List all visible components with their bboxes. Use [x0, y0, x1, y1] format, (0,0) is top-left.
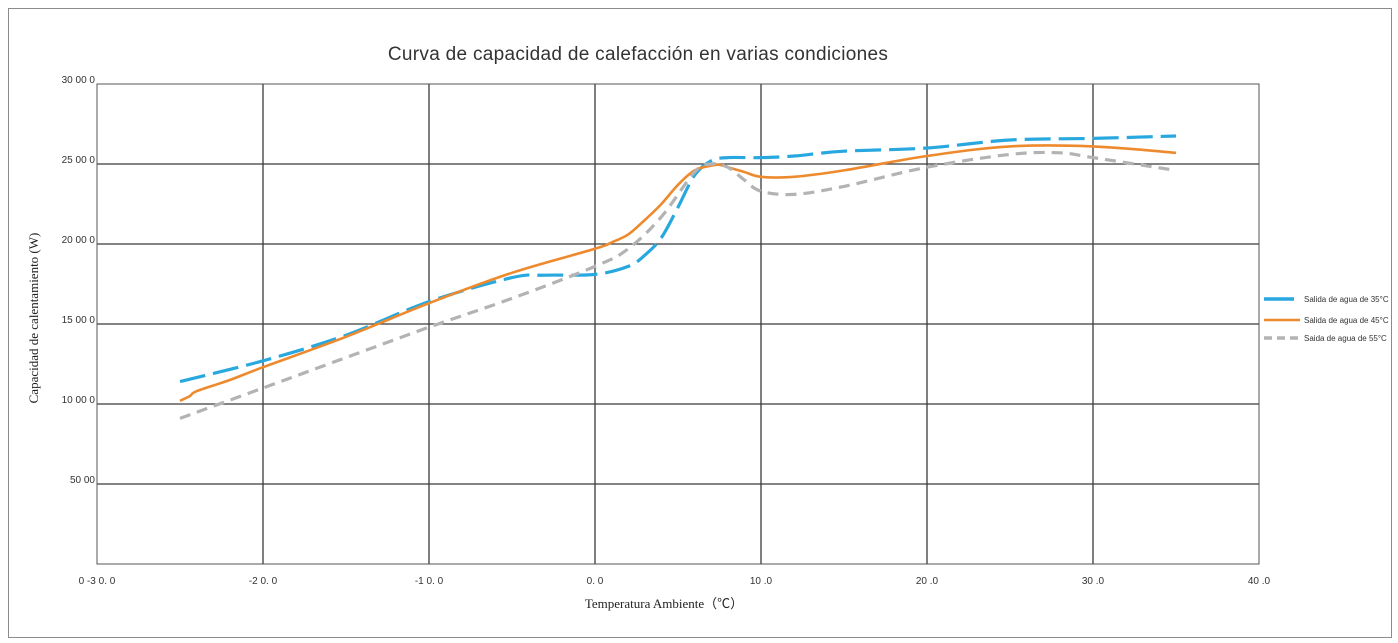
x-tick-label: 20 .0 [916, 576, 939, 587]
y-tick-label: 10 00 0 [62, 395, 96, 406]
series-layer [179, 134, 1177, 420]
x-axis-ticks: 0 -3 0. 0 -2 0. 0 -1 0. 0 0. 0 10 .0 20 .0 30 … [79, 576, 1271, 587]
series-line-3 [179, 150, 1177, 420]
y-tick-label: 20 00 0 [62, 235, 96, 246]
x-axis-label: Temperatura Ambiente（℃） [585, 596, 743, 611]
y-tick-label: 30 00 0 [62, 75, 96, 86]
y-tick-label: 15 00 0 [62, 315, 96, 326]
plot-area [96, 83, 1260, 565]
y-axis-ticks: 50 00 10 00 0 15 00 0 20 00 0 25 00 0 30 00 0 [62, 75, 96, 486]
legend-label: Salida de agua de 35°C [1304, 295, 1389, 304]
chart-title: Curva de capacidad de calefacción en var… [388, 44, 888, 65]
x-tick-label: -2 0. 0 [249, 576, 278, 587]
chart-frame [8, 8, 1392, 638]
x-tick-label: 0 -3 0. 0 [79, 576, 116, 587]
x-tick-label: -1 0. 0 [415, 576, 444, 587]
legend: Salida de agua de 35°C Salida de agua de … [1264, 295, 1389, 343]
legend-label: Saida de agua de 55°C [1304, 334, 1387, 343]
y-axis-label: Capacidad de calentamiento (W) [26, 233, 41, 404]
x-tick-label: 30 .0 [1082, 576, 1105, 587]
x-tick-label: 0. 0 [587, 576, 604, 587]
legend-label: Salida de agua de 45°C [1304, 316, 1389, 325]
y-tick-label: 25 00 0 [62, 155, 96, 166]
grid [97, 84, 1259, 564]
series-line-2 [179, 144, 1177, 402]
x-tick-label: 10 .0 [750, 576, 773, 587]
series-line-1 [179, 134, 1177, 384]
x-tick-label: 40 .0 [1248, 576, 1271, 587]
y-tick-label: 50 00 [70, 475, 95, 486]
